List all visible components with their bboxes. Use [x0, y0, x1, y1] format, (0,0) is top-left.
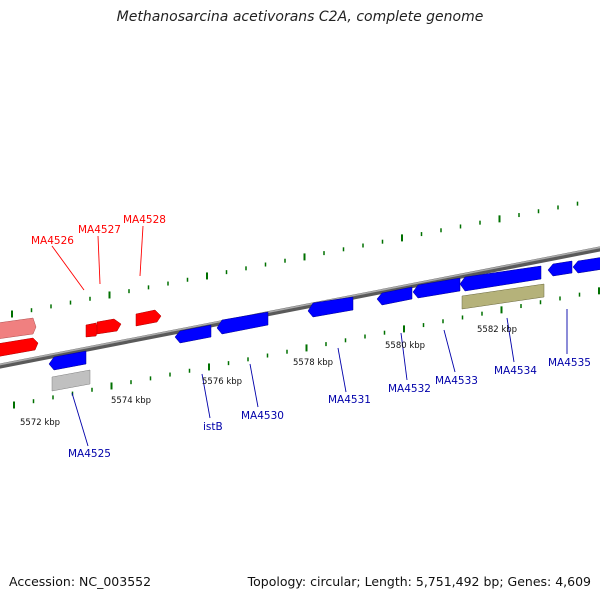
gene-feature-partial-right[interactable] — [572, 256, 600, 274]
scale-label-5580: 5580 kbp — [385, 341, 425, 351]
scale-labels: 5572 kbp 5574 kbp 5576 kbp 5578 kbp 5580… — [20, 325, 517, 428]
forward-gene-labels: MA4526 MA4527 MA4528 — [31, 214, 166, 291]
gene-label-MA4531[interactable]: MA4531 — [328, 394, 371, 406]
gene-label-MA4534[interactable]: MA4534 — [494, 365, 537, 377]
accession-text: Accession: NC_003552 — [9, 574, 152, 589]
leader-MA4531 — [337, 347, 347, 393]
gene-label-MA4527[interactable]: MA4527 — [78, 224, 121, 236]
gene-label-MA4533[interactable]: MA4533 — [435, 375, 478, 387]
gene-feature-MA4525[interactable] — [48, 350, 87, 371]
gene-label-MA4535[interactable]: MA4535 — [548, 357, 591, 369]
leader-MA4528 — [139, 225, 144, 277]
leader-MA4533 — [443, 329, 456, 373]
leader-MA4525 — [71, 392, 89, 447]
reverse-gene-labels: MA4525 istB MA4530 MA4531 MA4532 MA4533 … — [68, 309, 591, 460]
gene-feature-MA4534[interactable] — [459, 265, 542, 292]
leader-MA4527 — [97, 235, 101, 285]
gene-feature-MA4532[interactable] — [376, 286, 413, 306]
gene-feature-MA4527[interactable] — [96, 318, 122, 335]
gene-label-istB[interactable]: istB — [203, 421, 223, 433]
leader-MA4532 — [400, 332, 408, 381]
gene-feature-partial-left-2[interactable] — [0, 337, 39, 358]
forward-scale-ticks — [11, 201, 579, 318]
genome-backbone — [0, 246, 600, 369]
gene-feature-MA4533[interactable] — [412, 277, 461, 299]
gene-feature-MA4534-rna[interactable] — [461, 283, 545, 310]
leader-MA4530 — [249, 363, 259, 408]
gene-label-MA4526[interactable]: MA4526 — [31, 235, 74, 247]
gene-feature-MA4535[interactable] — [547, 260, 573, 277]
reverse-scale-ticks — [13, 287, 600, 409]
scale-label-5578: 5578 kbp — [293, 358, 333, 368]
gene-feature-MA4528[interactable] — [135, 309, 162, 327]
topology-summary: Topology: circular; Length: 5,751,492 bp… — [247, 574, 591, 589]
scale-label-5572: 5572 kbp — [20, 418, 60, 428]
scale-label-5576: 5576 kbp — [202, 377, 242, 387]
gene-label-MA4532[interactable]: MA4532 — [388, 383, 431, 395]
leader-MA4534 — [506, 317, 515, 363]
leader-istB — [201, 373, 211, 419]
gene-feature-MA4525-pseudo[interactable] — [51, 369, 91, 392]
scale-label-5582: 5582 kbp — [477, 325, 517, 335]
gene-label-MA4530[interactable]: MA4530 — [241, 410, 284, 422]
gene-feature-istB[interactable] — [174, 324, 212, 344]
forward-strand-genes — [0, 309, 162, 358]
reverse-strand-genes — [48, 256, 600, 392]
gene-label-MA4528[interactable]: MA4528 — [123, 214, 166, 226]
gene-feature-partial-left[interactable] — [0, 317, 37, 340]
gene-feature-MA4530[interactable] — [216, 311, 269, 335]
gene-feature-MA4531[interactable] — [307, 296, 354, 318]
gene-feature-MA4526[interactable] — [85, 322, 99, 338]
scale-label-5574: 5574 kbp — [111, 396, 151, 406]
leader-MA4526 — [51, 245, 85, 291]
map-title: Methanosarcina acetivorans C2A, complete… — [116, 9, 484, 25]
gene-label-MA4525[interactable]: MA4525 — [68, 448, 111, 460]
